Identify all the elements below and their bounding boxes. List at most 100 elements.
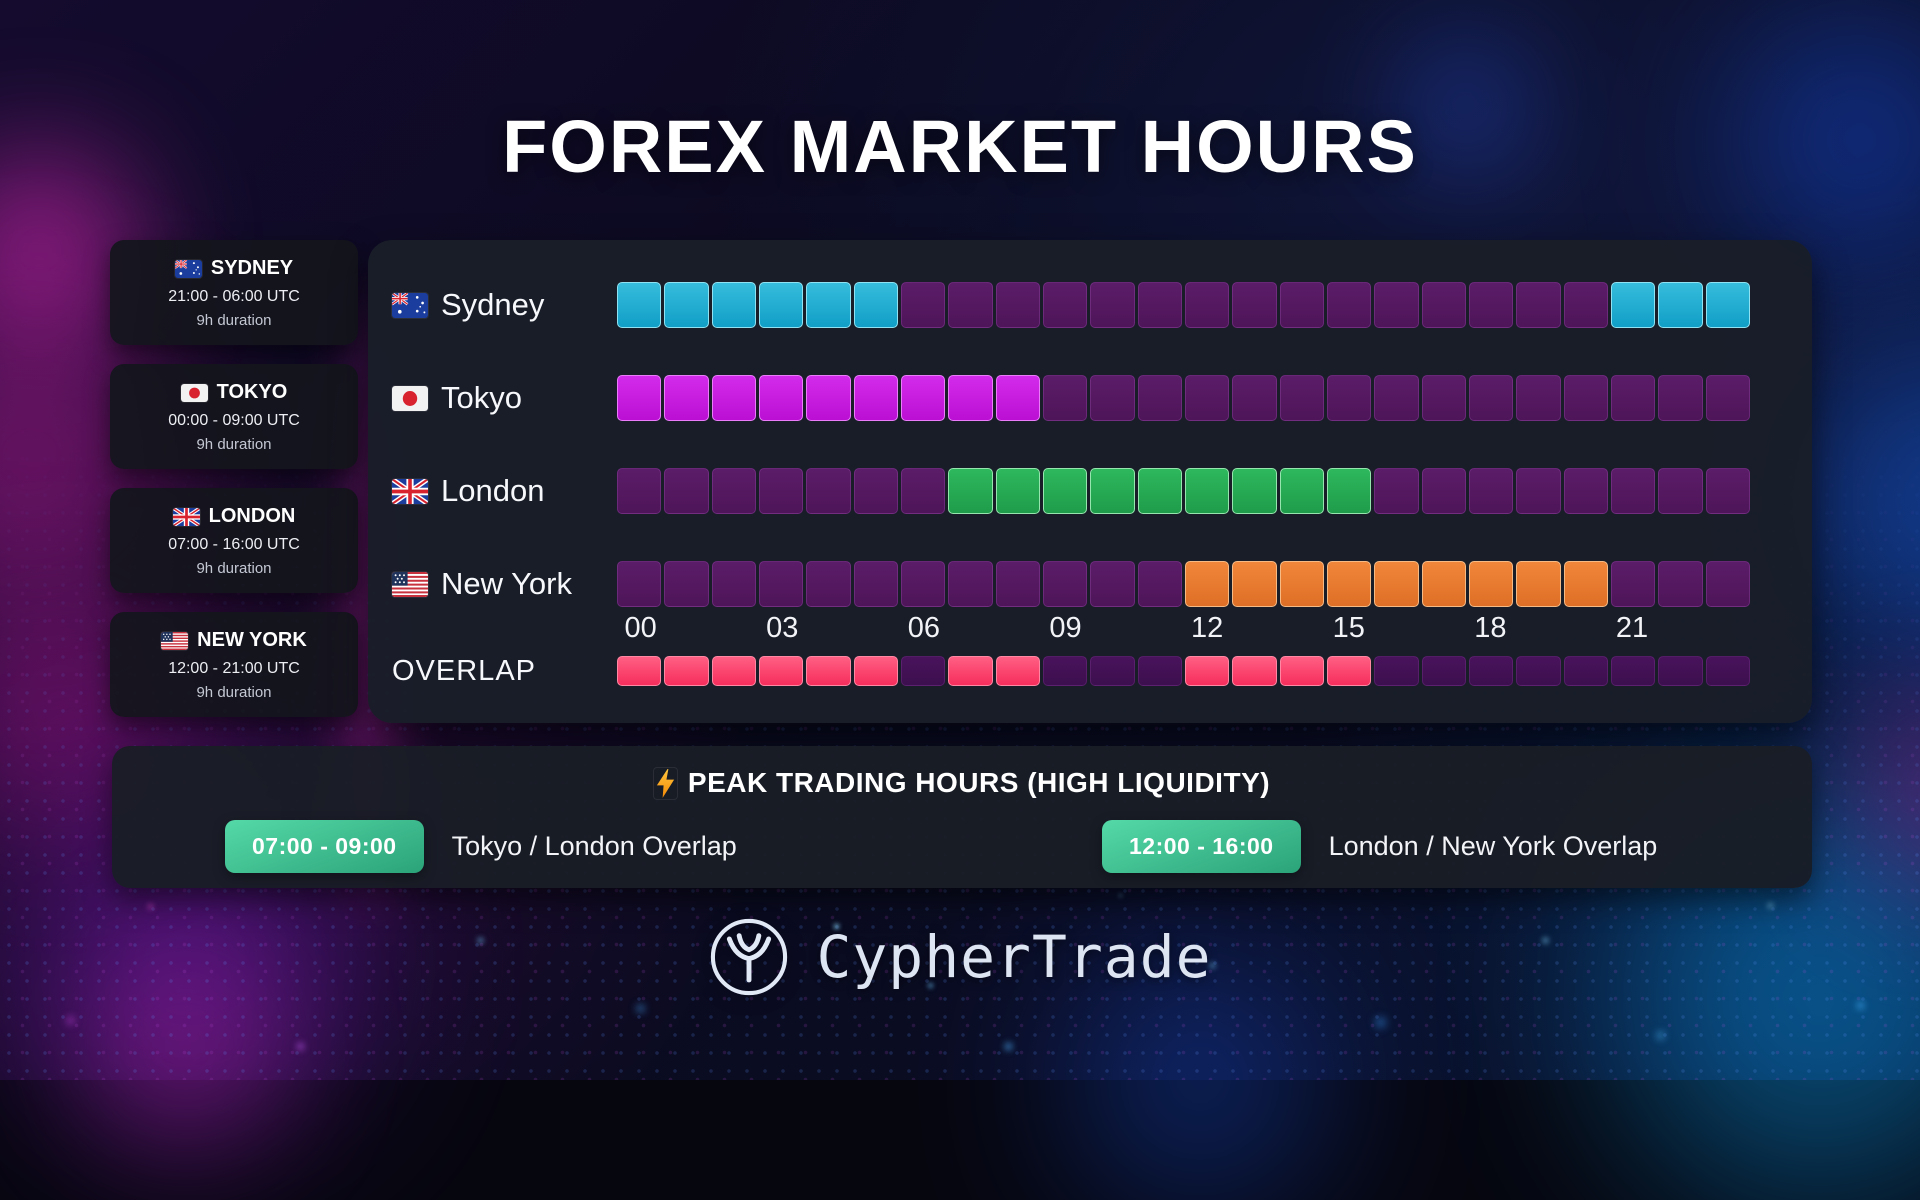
row-label-tokyo: Tokyo: [392, 380, 617, 416]
overlap-hour-9: [1042, 656, 1088, 686]
hour-cells-sydney: [617, 282, 1750, 328]
sydney-hour-4: [806, 282, 851, 328]
sydney-hour-12: [1184, 282, 1230, 328]
market-hours-chart-panel: Sydney Tokyo London New York 00 03 06 09 12 15 18…: [368, 240, 1812, 723]
brand-footer: CypherTrade: [0, 916, 1920, 998]
axis-tick-12: 12: [1190, 612, 1224, 644]
session-card-sydney: SYDNEY 21:00 - 06:00 UTC 9h duration: [110, 240, 358, 345]
overlap-hour-14: [1279, 656, 1324, 686]
london-hour-15: [1326, 468, 1372, 514]
overlap-hour-10: [1090, 656, 1135, 686]
card-city-text: SYDNEY: [210, 257, 294, 279]
row-label-sydney: Sydney: [392, 287, 617, 323]
tokyo-hour-19: [1516, 375, 1561, 421]
new-york-hour-5: [853, 561, 898, 607]
peak-time-badge: 12:00 - 16:00: [1102, 820, 1301, 873]
london-hour-17: [1421, 468, 1466, 514]
axis-tick-03: 03: [766, 612, 799, 644]
new-york-hour-22: [1658, 561, 1703, 607]
new-york-hour-23: [1705, 561, 1750, 607]
peak-item-0: 07:00 - 09:00 Tokyo / London Overlap: [225, 820, 737, 873]
overlap-hour-3: [758, 656, 804, 686]
new-york-hour-8: [995, 561, 1040, 607]
overlap-hour-23: [1705, 656, 1750, 686]
london-hour-14: [1279, 468, 1324, 514]
axis-tick-06: 06: [907, 612, 940, 644]
card-session-hours: 21:00 - 06:00 UTC: [168, 288, 300, 305]
axis-tick-18: 18: [1474, 612, 1507, 644]
london-hour-22: [1658, 468, 1703, 514]
peak-item-label: London / New York Overlap: [1328, 831, 1658, 861]
flag-us-icon: [161, 631, 189, 650]
new-york-hour-12: [1184, 561, 1230, 607]
overlap-cells: [617, 656, 1750, 686]
london-hour-20: [1563, 468, 1608, 514]
sydney-hour-23: [1705, 282, 1750, 328]
new-york-hour-14: [1279, 561, 1324, 607]
flag-au-icon: [392, 292, 428, 318]
peak-item-label: Tokyo / London Overlap: [451, 831, 737, 861]
session-row-london: London: [392, 468, 1750, 514]
sydney-hour-5: [853, 282, 898, 328]
page-title: FOREX MARKET HOURS: [502, 105, 1418, 188]
sydney-hour-15: [1326, 282, 1372, 328]
london-hour-16: [1374, 468, 1419, 514]
sydney-hour-2: [711, 282, 756, 328]
london-hour-18: [1468, 468, 1514, 514]
brand-wordmark: CypherTrade: [816, 923, 1212, 991]
london-hour-0: [617, 468, 662, 514]
tokyo-hour-16: [1374, 375, 1419, 421]
card-session-duration: 9h duration: [196, 436, 272, 453]
new-york-hour-1: [664, 561, 709, 607]
london-hour-9: [1042, 468, 1088, 514]
new-york-hour-10: [1090, 561, 1135, 607]
tokyo-hour-10: [1090, 375, 1135, 421]
cyphertrade-logo-icon: [708, 916, 790, 998]
tokyo-hour-5: [853, 375, 898, 421]
london-hour-3: [758, 468, 804, 514]
session-cards: SYDNEY 21:00 - 06:00 UTC 9h duration TOKYO 0…: [110, 240, 358, 717]
bokeh-blob: [1860, 700, 1920, 880]
row-label-text: New York: [441, 566, 572, 601]
tokyo-hour-8: [995, 375, 1040, 421]
sparkle-dots: [0, 0, 1, 1]
sydney-hour-0: [617, 282, 662, 328]
london-hour-4: [806, 468, 851, 514]
peak-item-1: 12:00 - 16:00 London / New York Overlap: [1102, 820, 1657, 873]
sydney-hour-14: [1279, 282, 1324, 328]
overlap-row: OVERLAP: [392, 654, 1750, 687]
overlap-hour-8: [995, 656, 1040, 686]
overlap-hour-17: [1421, 656, 1466, 686]
peak-time-badge: 07:00 - 09:00: [225, 820, 424, 873]
sydney-hour-6: [900, 282, 946, 328]
row-label-text: Sydney: [441, 287, 545, 322]
overlap-label: OVERLAP: [392, 654, 536, 687]
london-hour-5: [853, 468, 898, 514]
london-hour-21: [1610, 468, 1656, 514]
london-hour-8: [995, 468, 1040, 514]
session-row-tokyo: Tokyo: [392, 375, 1750, 421]
session-card-tokyo: TOKYO 00:00 - 09:00 UTC 9h duration: [110, 364, 358, 469]
sydney-hour-13: [1232, 282, 1277, 328]
card-city-text: NEW YORK: [197, 629, 307, 651]
overlap-hour-19: [1516, 656, 1561, 686]
tokyo-hour-13: [1232, 375, 1277, 421]
card-session-duration: 9h duration: [196, 560, 272, 577]
overlap-hour-21: [1610, 656, 1656, 686]
sydney-hour-21: [1610, 282, 1656, 328]
axis-tick-00: 00: [624, 612, 657, 644]
time-axis: 00 03 06 09 12 15 18 21: [617, 612, 1750, 648]
overlap-hour-0: [617, 656, 662, 686]
overlap-hour-6: [900, 656, 946, 686]
new-york-hour-11: [1137, 561, 1182, 607]
overlap-hour-20: [1563, 656, 1608, 686]
axis-tick-21: 21: [1615, 612, 1649, 644]
new-york-hour-21: [1610, 561, 1656, 607]
session-row-new-york: New York: [392, 561, 1750, 607]
overlap-hour-13: [1232, 656, 1277, 686]
new-york-hour-2: [711, 561, 756, 607]
tokyo-hour-4: [806, 375, 851, 421]
sydney-hour-17: [1421, 282, 1466, 328]
overlap-hour-22: [1658, 656, 1703, 686]
new-york-hour-16: [1374, 561, 1419, 607]
